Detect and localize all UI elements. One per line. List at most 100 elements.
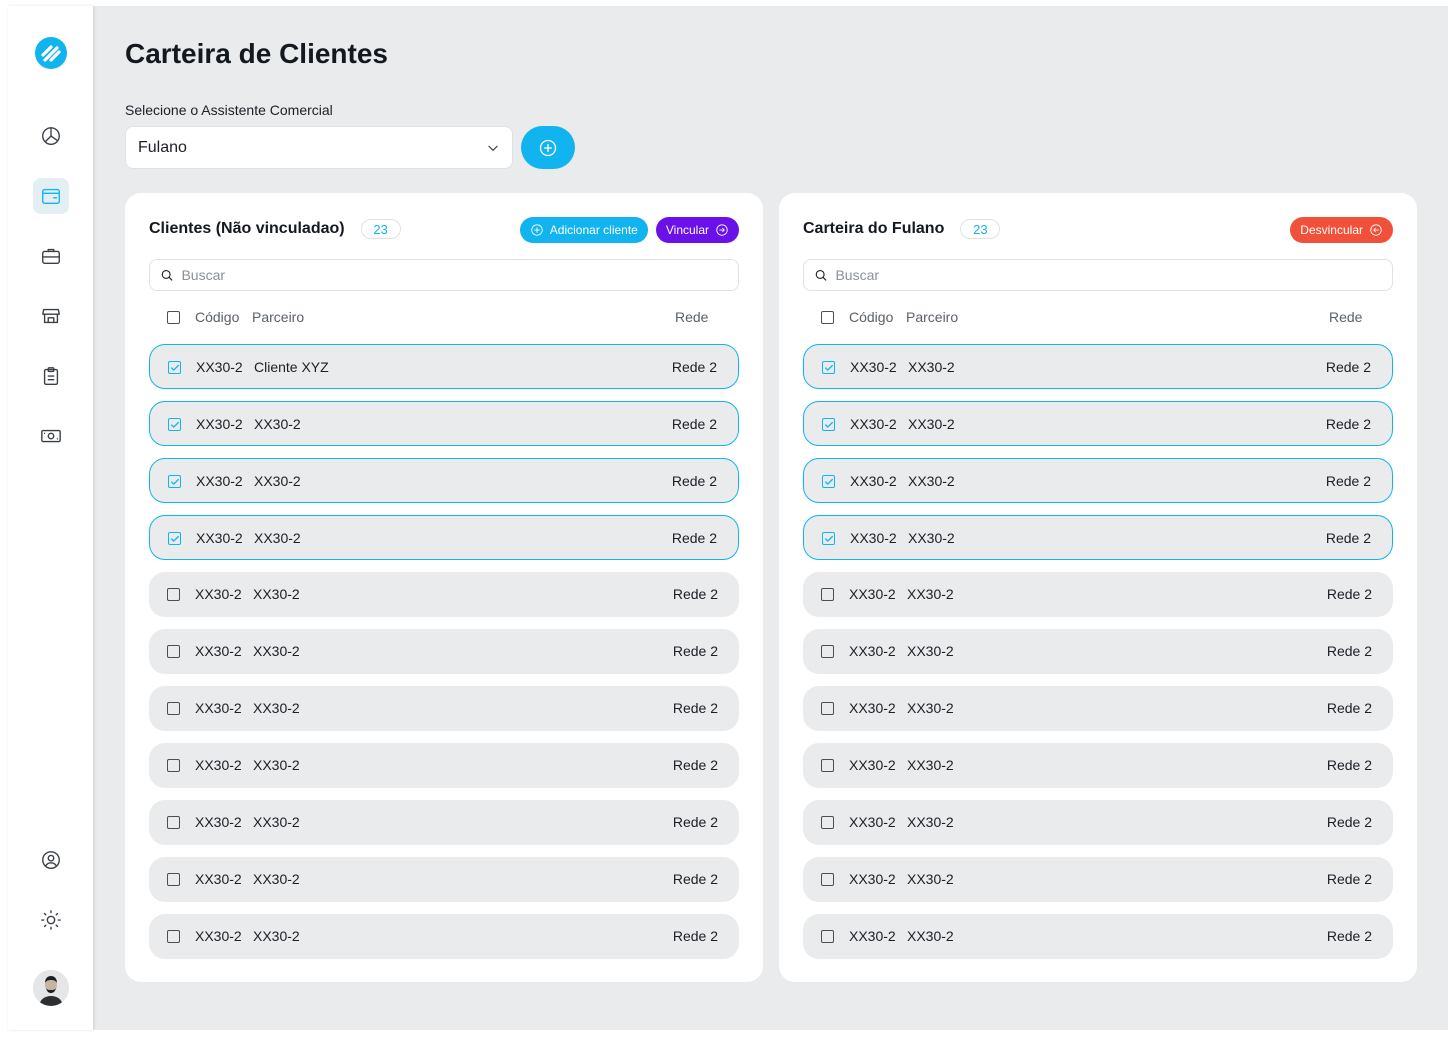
row-checkbox[interactable] [821,588,834,601]
list-item[interactable]: XX30-2 XX30-2 Rede 2 [149,914,739,959]
list-item[interactable]: XX30-2 XX30-2 Rede 2 [803,629,1393,674]
row-checkbox[interactable] [167,702,180,715]
list-item[interactable]: XX30-2 XX30-2 Rede 2 [803,515,1393,560]
list-item[interactable]: XX30-2 XX30-2 Rede 2 [149,401,739,446]
row-checkbox[interactable] [821,702,834,715]
cell-partner: XX30-2 [254,530,301,546]
sidebar-item-wallet[interactable] [33,178,69,214]
row-checkbox-checked[interactable] [168,361,181,374]
cell-code: XX30-2 [849,871,896,887]
row-checkbox[interactable] [167,645,180,658]
sidebar-item-money[interactable] [33,418,69,454]
cell-network: Rede 2 [672,586,718,602]
list-item[interactable]: XX30-2 XX30-2 Rede 2 [803,857,1393,902]
sidebar-item-dashboard[interactable] [33,118,69,154]
row-checkbox[interactable] [821,759,834,772]
list-item[interactable]: XX30-2 XX30-2 Rede 2 [149,743,739,788]
cell-network: Rede 2 [1326,586,1372,602]
select-all-checkbox[interactable] [821,311,834,324]
cell-code: XX30-2 [849,586,896,602]
add-client-button[interactable]: Adicionar cliente [519,217,648,243]
sidebar-item-clipboard[interactable] [33,358,69,394]
cell-code: XX30-2 [195,757,242,773]
list-item[interactable]: XX30-2 Cliente XYZ Rede 2 [149,344,739,389]
cell-partner: XX30-2 [908,530,955,546]
linked-clients-panel: Carteira do Fulano 23 Desvincular Código… [779,193,1417,982]
list-item[interactable]: XX30-2 XX30-2 Rede 2 [149,515,739,560]
cell-code: XX30-2 [196,359,243,375]
row-checkbox[interactable] [821,930,834,943]
row-checkbox-checked[interactable] [168,418,181,431]
row-checkbox[interactable] [167,930,180,943]
add-assistant-button[interactable] [521,126,575,169]
cell-partner: XX30-2 [907,871,954,887]
row-checkbox-checked[interactable] [822,532,835,545]
list-item[interactable]: XX30-2 XX30-2 Rede 2 [149,458,739,503]
list-item[interactable]: XX30-2 XX30-2 Rede 2 [803,914,1393,959]
money-icon [41,429,61,443]
logo-icon[interactable] [35,37,67,69]
row-checkbox-checked[interactable] [822,361,835,374]
cell-code: XX30-2 [195,643,242,659]
cell-code: XX30-2 [196,530,243,546]
row-checkbox[interactable] [821,645,834,658]
row-checkbox[interactable] [167,759,180,772]
cell-partner: XX30-2 [907,814,954,830]
row-checkbox[interactable] [821,816,834,829]
list-item[interactable]: XX30-2 XX30-2 Rede 2 [803,572,1393,617]
add-client-label: Adicionar cliente [549,223,638,237]
sidebar-item-briefcase[interactable] [33,238,69,274]
cell-network: Rede 2 [1325,416,1371,432]
cell-partner: XX30-2 [253,814,300,830]
sun-icon [41,910,61,930]
row-checkbox-checked[interactable] [822,418,835,431]
check-icon [824,364,833,371]
sidebar-item-store[interactable] [33,298,69,334]
row-checkbox[interactable] [167,873,180,886]
row-checkbox[interactable] [821,873,834,886]
list-item[interactable]: XX30-2 XX30-2 Rede 2 [803,800,1393,845]
list-item[interactable]: XX30-2 XX30-2 Rede 2 [803,401,1393,446]
list-item[interactable]: XX30-2 XX30-2 Rede 2 [149,629,739,674]
plus-circle-icon [539,139,557,156]
list-item[interactable]: XX30-2 XX30-2 Rede 2 [149,572,739,617]
link-button[interactable]: Vincular [655,217,739,243]
unlink-button[interactable]: Desvincular [1290,217,1393,243]
row-checkbox[interactable] [167,816,180,829]
cell-network: Rede 2 [1325,530,1371,546]
cell-code: XX30-2 [195,814,242,830]
list-item[interactable]: XX30-2 XX30-2 Rede 2 [803,458,1393,503]
list-item[interactable]: XX30-2 XX30-2 Rede 2 [803,743,1393,788]
page-title: Carteira de Clientes [125,38,388,69]
select-all-checkbox[interactable] [167,311,180,324]
cell-partner: XX30-2 [907,928,954,944]
panel-title: Clientes (Não vinculadao) [149,220,345,237]
row-checkbox-checked[interactable] [822,475,835,488]
search-box [803,259,1393,291]
list-item[interactable]: XX30-2 XX30-2 Rede 2 [803,686,1393,731]
column-code: Código [849,309,894,325]
panel-actions: Desvincular [1290,217,1393,243]
cell-code: XX30-2 [196,416,243,432]
sidebar-item-profile[interactable] [33,842,69,878]
cell-code: XX30-2 [850,416,897,432]
cell-network: Rede 2 [1326,643,1372,659]
cell-partner: XX30-2 [908,416,955,432]
list-item[interactable]: XX30-2 XX30-2 Rede 2 [803,344,1393,389]
avatar[interactable] [33,970,69,1006]
cell-partner: XX30-2 [907,586,954,602]
search-box [149,259,739,291]
search-input[interactable] [181,267,728,283]
row-checkbox[interactable] [167,588,180,601]
cell-network: Rede 2 [672,814,718,830]
list-item[interactable]: XX30-2 XX30-2 Rede 2 [149,800,739,845]
cell-network: Rede 2 [1326,928,1372,944]
pie-chart-icon [42,127,60,145]
list-item[interactable]: XX30-2 XX30-2 Rede 2 [149,686,739,731]
row-checkbox-checked[interactable] [168,532,181,545]
row-checkbox-checked[interactable] [168,475,181,488]
sidebar-item-theme[interactable] [33,902,69,938]
list-item[interactable]: XX30-2 XX30-2 Rede 2 [149,857,739,902]
assistant-select[interactable]: Fulano [125,126,513,169]
search-input[interactable] [835,267,1382,283]
